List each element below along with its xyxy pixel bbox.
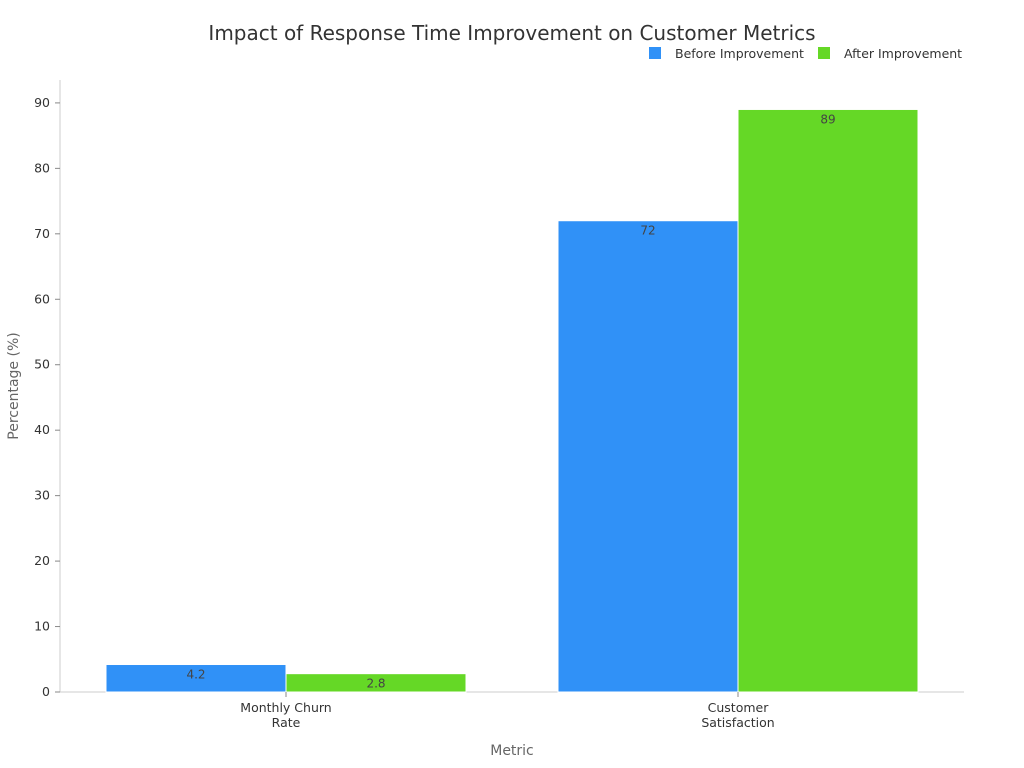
chart-title: Impact of Response Time Improvement on C… xyxy=(208,21,815,45)
bars: 4.2 2.8 72 89 xyxy=(105,108,919,693)
bar-before-churn-rate xyxy=(105,664,287,693)
legend-swatch-before xyxy=(649,47,661,59)
legend-label-after: After Improvement xyxy=(844,46,962,61)
y-tick-label-90: 90 xyxy=(34,95,50,110)
y-tick-label-50: 50 xyxy=(34,357,50,372)
data-label-before-churn-rate: 4.2 xyxy=(186,668,205,682)
bar-after-customer-satisfaction xyxy=(737,108,919,693)
x-tick-label-line: Monthly Churn xyxy=(240,700,331,715)
bar-before-customer-satisfaction xyxy=(557,220,739,693)
x-tick-label-line: Rate xyxy=(272,715,301,730)
x-tick-label-customer-satisfaction: Customer Satisfaction xyxy=(701,700,774,730)
y-tick-label-20: 20 xyxy=(34,553,50,568)
data-label-after-customer-satisfaction: 89 xyxy=(820,112,835,126)
data-label-after-churn-rate: 2.8 xyxy=(366,677,385,691)
legend-swatch-after xyxy=(818,47,830,59)
y-tick-label-10: 10 xyxy=(34,619,50,634)
y-tick-label-30: 30 xyxy=(34,488,50,503)
y-tick-label-70: 70 xyxy=(34,226,50,241)
data-label-before-customer-satisfaction: 72 xyxy=(640,224,655,238)
x-axis-title: Metric xyxy=(490,743,534,759)
x-tick-label-line: Satisfaction xyxy=(701,715,774,730)
x-ticks: Monthly Churn Rate Customer Satisfaction xyxy=(240,692,775,730)
y-tick-label-0: 0 xyxy=(42,684,50,699)
x-tick-label-churn-rate: Monthly Churn Rate xyxy=(240,700,331,730)
y-tick-label-80: 80 xyxy=(34,160,50,175)
legend-label-before: Before Improvement xyxy=(675,46,804,61)
bar-after-churn-rate xyxy=(285,673,467,693)
y-axis-title: Percentage (%) xyxy=(6,332,22,439)
y-tick-label-60: 60 xyxy=(34,291,50,306)
legend: Before Improvement After Improvement xyxy=(649,46,962,61)
y-tick-label-40: 40 xyxy=(34,422,50,437)
x-tick-label-line: Customer xyxy=(708,700,770,715)
y-ticks: 0 10 20 30 40 50 60 70 80 90 xyxy=(34,95,60,699)
